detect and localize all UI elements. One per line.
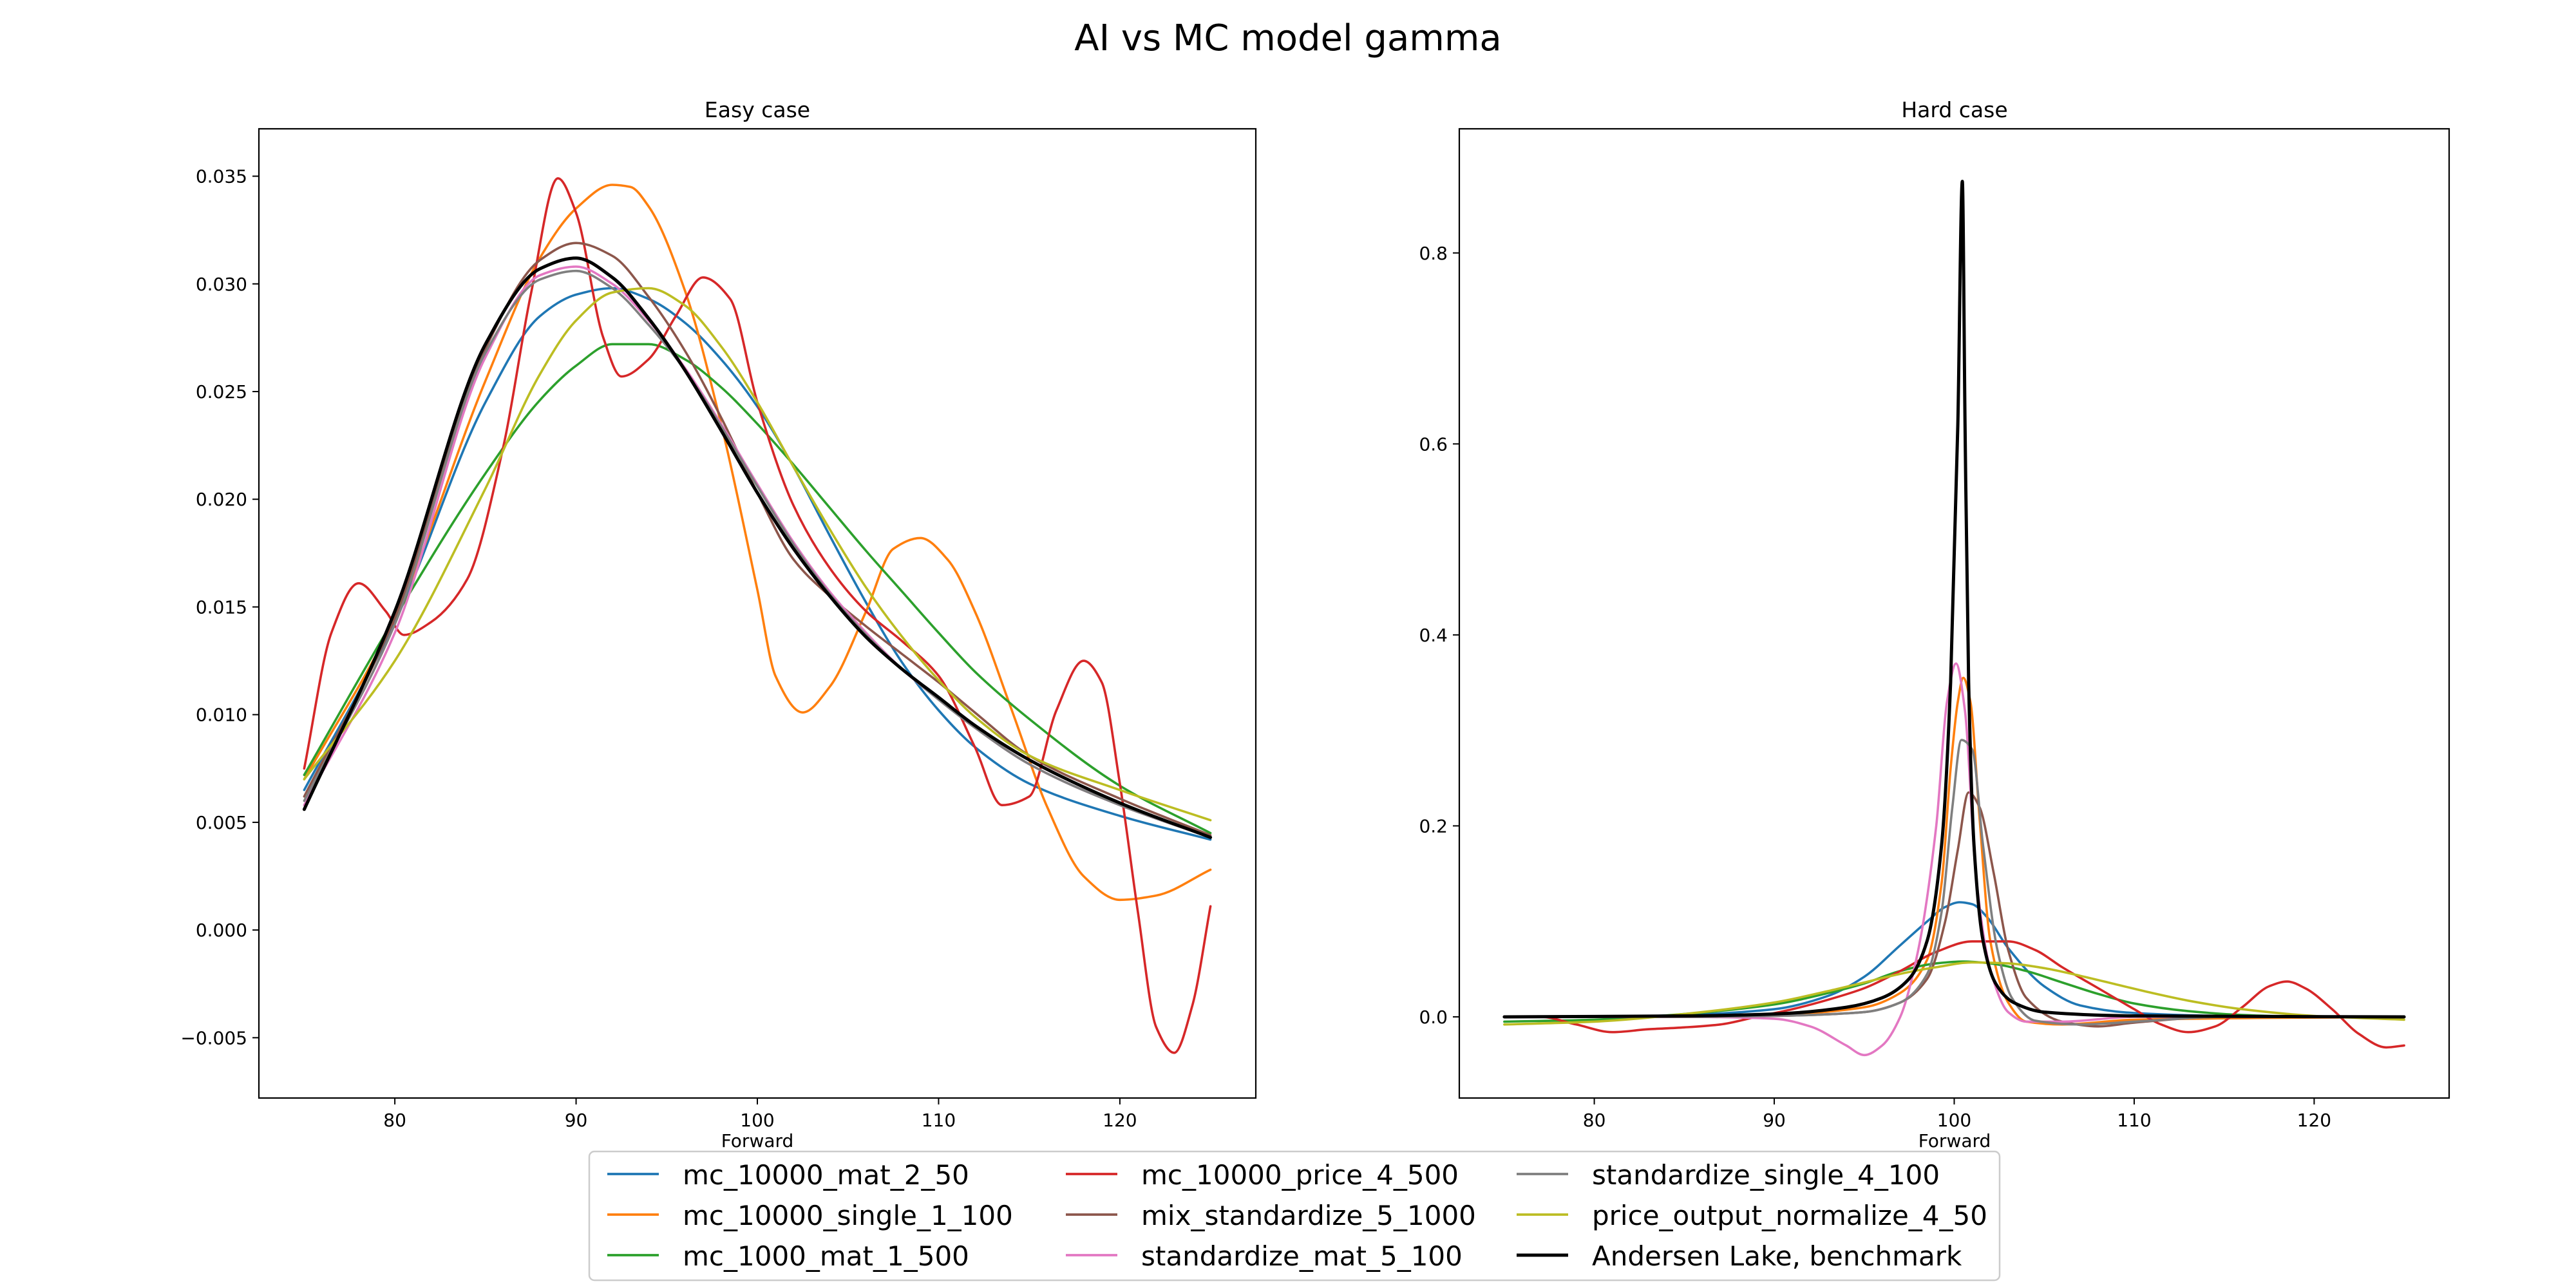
legend: mc_10000_mat_2_50mc_10000_single_1_100mc… (588, 1150, 2001, 1282)
series-line-mc-10000-mat-2-50 (1503, 901, 2405, 1018)
legend-label: Andersen Lake, benchmark (1592, 1240, 1962, 1272)
series-line-standardize-mat-5-100 (303, 265, 1212, 839)
x-tick-label: 90 (1763, 1110, 1786, 1131)
y-tick-label: 0.4 (1419, 625, 1448, 646)
legend-label: mc_10000_mat_2_50 (683, 1159, 969, 1191)
y-tick-label: 0.000 (196, 920, 247, 941)
legend-item-mc-10000-single-1-100: mc_10000_single_1_100 (607, 1200, 1013, 1231)
legend-item-mc-10000-mat-2-50: mc_10000_mat_2_50 (607, 1159, 969, 1191)
series-line-mc-1000-mat-1-500 (303, 343, 1212, 835)
x-tick-label: 110 (922, 1110, 956, 1131)
y-tick-label: 0.020 (196, 489, 247, 510)
panel-easy-case: Easy case Forward 80 90 100 110 120 −0.005 0.0… (180, 97, 1257, 1151)
x-tick-label: 100 (1937, 1110, 1971, 1131)
x-tick-label: 90 (565, 1110, 588, 1131)
legend-frame (588, 1150, 2001, 1282)
figure-title: AI vs MC model gamma (1074, 17, 1501, 59)
x-tick-label: 120 (2297, 1110, 2331, 1131)
y-tick-label: 0.035 (196, 166, 247, 187)
legend-item-mc-1000-mat-1-500: mc_1000_mat_1_500 (607, 1240, 969, 1272)
legend-label: mc_10000_single_1_100 (683, 1200, 1013, 1231)
legend-item-standardize-mat-5-100: standardize_mat_5_100 (1066, 1240, 1463, 1272)
axes-frame (1458, 128, 2450, 1099)
x-axis-label-hard-case: Forward (1918, 1130, 1991, 1151)
y-tick-label: 0.005 (196, 812, 247, 833)
x-tick-label: 80 (383, 1110, 406, 1131)
y-tick-label: 0.8 (1419, 243, 1448, 264)
panel-title-easy-case: Easy case (705, 97, 810, 122)
legend-item-price-output-normalize-4-50: price_output_normalize_4_50 (1517, 1200, 1987, 1231)
axes-frame (258, 128, 1257, 1099)
legend-label: price_output_normalize_4_50 (1592, 1200, 1987, 1231)
legend-label: mc_10000_price_4_500 (1141, 1159, 1459, 1191)
series-line-mc-10000-mat-2-50 (303, 287, 1212, 841)
plot-area-easy-case (302, 177, 1213, 1054)
panel-title-hard-case: Hard case (1901, 97, 2007, 122)
legend-label: mix_standardize_5_1000 (1141, 1200, 1476, 1231)
series-line-mix-standardize-5-1000 (303, 242, 1212, 837)
series-line-standardize-single-4-100 (1503, 739, 2405, 1026)
panel-hard-case: Hard case Forward 80 90 100 110 120 0.0 0.2 0.4… (1419, 97, 2450, 1151)
legend-label: standardize_single_4_100 (1592, 1159, 1940, 1191)
series-line-andersen-lake-benchmark (302, 256, 1213, 839)
legend-item-standardize-single-4-100: standardize_single_4_100 (1517, 1159, 1940, 1191)
series-line-price-output-normalize-4-50 (303, 287, 1212, 822)
series-line-andersen-lake-benchmark (1502, 180, 2406, 1019)
series-line-mix-standardize-5-1000 (1503, 791, 2405, 1028)
series-line-mc-10000-single-1-100 (1503, 676, 2405, 1026)
y-tick-label: 0.0 (1419, 1007, 1448, 1028)
legend-label: mc_1000_mat_1_500 (683, 1240, 969, 1272)
x-tick-label: 80 (1583, 1110, 1606, 1131)
x-axis-label-easy-case: Forward (721, 1130, 794, 1151)
series-line-standardize-single-4-100 (303, 269, 1212, 839)
legend-label: standardize_mat_5_100 (1141, 1240, 1463, 1272)
y-tick-label: 0.025 (196, 381, 247, 402)
x-tick-label: 110 (2117, 1110, 2151, 1131)
x-tick-label: 100 (740, 1110, 774, 1131)
plot-area-hard-case (1502, 180, 2406, 1057)
x-tick-label: 120 (1103, 1110, 1137, 1131)
series-line-mc-10000-price-4-500 (303, 177, 1212, 1054)
y-tick-label: 0.010 (196, 705, 247, 726)
series-line-price-output-normalize-4-50 (1503, 961, 2405, 1026)
y-tick-label: 0.030 (196, 274, 247, 295)
legend-item-mc-10000-price-4-500: mc_10000_price_4_500 (1066, 1159, 1459, 1191)
y-tick-label: −0.005 (180, 1027, 247, 1048)
y-tick-label: 0.6 (1419, 433, 1448, 455)
legend-item-andersen-lake-benchmark: Andersen Lake, benchmark (1517, 1240, 1962, 1272)
legend-item-mix-standardize-5-1000: mix_standardize_5_1000 (1066, 1200, 1476, 1231)
y-tick-label: 0.2 (1419, 815, 1448, 837)
series-line-mc-10000-price-4-500 (1503, 940, 2405, 1049)
y-tick-label: 0.015 (196, 596, 247, 618)
